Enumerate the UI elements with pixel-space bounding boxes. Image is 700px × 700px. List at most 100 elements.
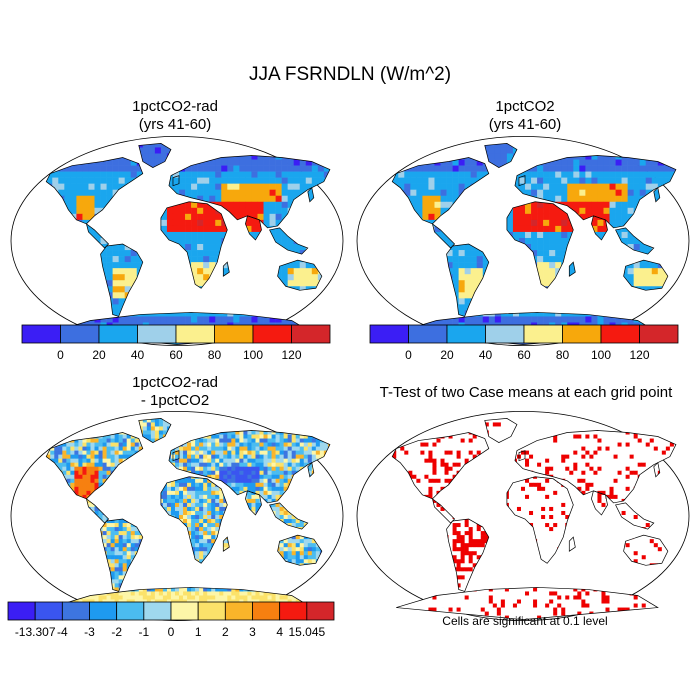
map-cell bbox=[458, 304, 465, 311]
map-cell bbox=[663, 171, 671, 178]
map-cell bbox=[130, 171, 138, 178]
map-cell bbox=[172, 219, 180, 227]
map-cell bbox=[303, 450, 309, 455]
map-cell bbox=[14, 435, 18, 439]
map-cell bbox=[207, 438, 212, 443]
map-cell bbox=[197, 201, 204, 209]
map-cell bbox=[14, 418, 18, 422]
map-cell bbox=[404, 147, 411, 154]
map-cell bbox=[10, 196, 16, 202]
map-cell bbox=[296, 410, 300, 414]
map-cell bbox=[591, 165, 598, 172]
map-cell bbox=[327, 426, 330, 431]
map-cell bbox=[579, 183, 586, 190]
map-cell bbox=[639, 165, 647, 172]
map-cell bbox=[191, 316, 198, 323]
map-cell bbox=[362, 166, 368, 172]
map-cell bbox=[609, 207, 616, 215]
map-cell bbox=[464, 274, 471, 281]
map-cell bbox=[342, 316, 344, 322]
map-cell bbox=[74, 426, 79, 431]
map-cell bbox=[191, 171, 198, 178]
map-cell bbox=[124, 165, 132, 172]
map-cell bbox=[299, 268, 307, 275]
map-cell bbox=[211, 454, 216, 459]
map-cell bbox=[374, 166, 380, 172]
map-cell bbox=[682, 166, 688, 172]
map-cell bbox=[26, 455, 30, 459]
map-cell bbox=[537, 256, 544, 263]
map-cell bbox=[675, 304, 676, 311]
map-cell bbox=[191, 213, 198, 221]
map-cell bbox=[621, 231, 628, 239]
map-cell bbox=[191, 256, 198, 263]
map-cell bbox=[315, 434, 321, 439]
map-cell bbox=[585, 189, 592, 197]
map-cell bbox=[616, 135, 622, 141]
map-cell bbox=[525, 310, 532, 317]
map-cell bbox=[197, 219, 204, 227]
map-cell bbox=[263, 438, 268, 443]
map-cell bbox=[645, 244, 653, 251]
map-cell bbox=[428, 207, 435, 215]
map-cell bbox=[398, 159, 405, 166]
map-cell bbox=[76, 183, 83, 190]
map-cell bbox=[295, 450, 301, 455]
map-cell bbox=[458, 250, 465, 257]
map-cell bbox=[94, 183, 101, 190]
map-cell bbox=[102, 458, 107, 463]
map-cell bbox=[146, 426, 152, 431]
map-cell bbox=[627, 244, 634, 251]
map-cell bbox=[283, 422, 288, 427]
map-cell bbox=[368, 153, 374, 159]
map-cell bbox=[172, 177, 180, 184]
map-cell bbox=[58, 418, 63, 419]
map-cell bbox=[342, 220, 344, 226]
map-cell bbox=[327, 454, 330, 459]
map-cell bbox=[219, 434, 224, 439]
map-cell bbox=[118, 165, 125, 172]
map-cell bbox=[291, 434, 297, 439]
map-cell bbox=[257, 195, 264, 203]
map-cell bbox=[603, 143, 610, 148]
map-cell bbox=[299, 418, 305, 419]
map-cell bbox=[336, 422, 340, 426]
map-cell bbox=[356, 280, 362, 286]
map-cell bbox=[191, 219, 198, 227]
map-cell bbox=[374, 172, 380, 178]
map-cell bbox=[579, 213, 586, 221]
map-cell bbox=[10, 329, 16, 335]
map-cell bbox=[215, 171, 222, 178]
map-cell bbox=[603, 225, 610, 233]
map-cell bbox=[209, 195, 216, 203]
map-cell bbox=[38, 447, 42, 451]
map-cell bbox=[119, 135, 125, 141]
map-cell bbox=[293, 147, 301, 154]
map-cell bbox=[46, 165, 47, 172]
map-cell bbox=[102, 434, 107, 439]
map-cell bbox=[627, 262, 634, 269]
map-cell bbox=[203, 231, 210, 239]
map-cell bbox=[434, 135, 440, 141]
map-cell bbox=[160, 147, 168, 154]
map-cell bbox=[22, 310, 28, 316]
map-cell bbox=[281, 244, 288, 251]
map-cell bbox=[106, 250, 113, 257]
map-cell bbox=[287, 450, 292, 455]
map-cell bbox=[76, 213, 83, 221]
map-cell bbox=[639, 183, 647, 190]
map-cell bbox=[107, 410, 111, 414]
map-cell bbox=[336, 178, 342, 184]
map-cell bbox=[682, 172, 688, 178]
map-cell bbox=[28, 298, 34, 304]
map-cell bbox=[275, 159, 282, 166]
map-cell bbox=[100, 177, 107, 184]
map-cell bbox=[340, 430, 344, 434]
map-cell bbox=[146, 422, 152, 427]
map-cell bbox=[567, 195, 574, 203]
map-cell bbox=[287, 434, 292, 439]
map-cell bbox=[525, 189, 532, 197]
map-cell bbox=[233, 316, 240, 323]
map-cell bbox=[585, 207, 592, 215]
map-cell bbox=[567, 231, 574, 239]
